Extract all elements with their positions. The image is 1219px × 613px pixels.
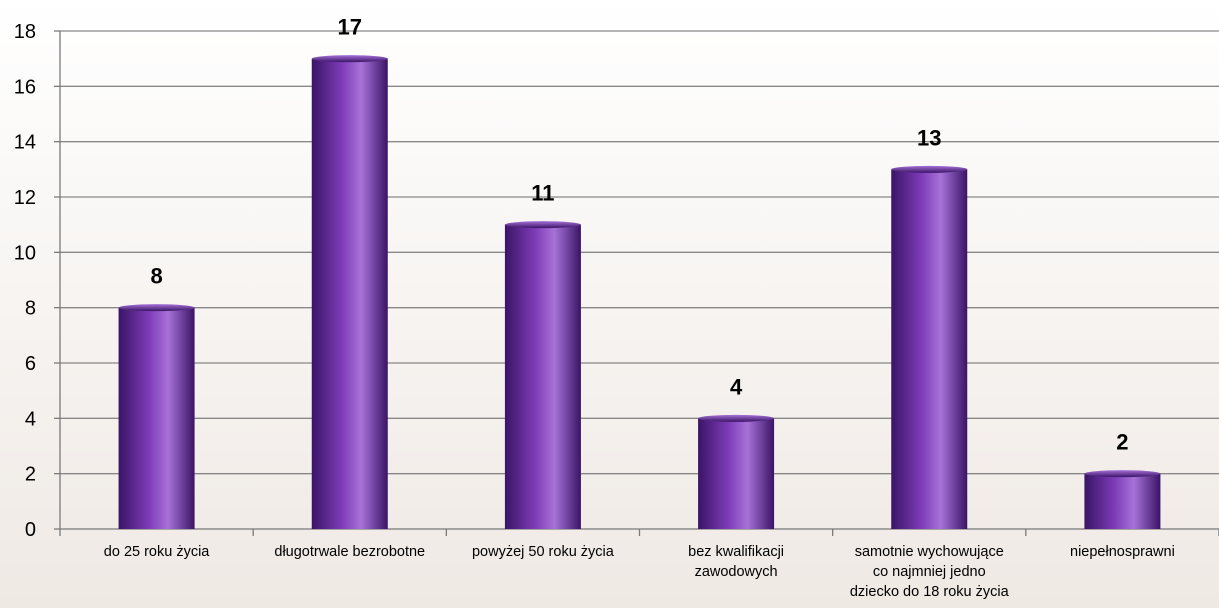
y-tick-label: 8 <box>25 298 36 320</box>
bars <box>118 55 1161 530</box>
y-tick-label: 2 <box>25 464 36 486</box>
y-tick-label: 4 <box>25 408 36 430</box>
y-tick-label: 16 <box>14 76 36 98</box>
y-tick-label: 18 <box>14 21 36 43</box>
data-label: 11 <box>531 181 554 206</box>
bar <box>698 418 775 529</box>
data-label: 13 <box>917 125 941 150</box>
y-tick-label: 14 <box>14 132 36 154</box>
bar <box>118 307 195 529</box>
bar <box>1084 473 1161 529</box>
bar <box>504 224 581 529</box>
data-label: 17 <box>338 15 362 40</box>
y-tick-labels: 0 2 4 6 8 10 12 14 16 18 <box>14 21 36 541</box>
bar-cap <box>118 304 195 312</box>
gridlines <box>60 30 1219 475</box>
x-tick-label: długotrwale bezrobotne <box>274 544 425 560</box>
bar-cap <box>311 55 388 63</box>
x-tick-label: niepełnosprawni <box>1070 544 1175 560</box>
y-tick-label: 6 <box>25 353 36 375</box>
x-tick-labels: do 25 roku życia długotrwale bezrobotne po… <box>104 544 1175 600</box>
axes <box>54 30 1219 536</box>
x-tick-label: do 25 roku życia <box>104 544 211 560</box>
data-label: 4 <box>730 374 743 399</box>
data-label: 8 <box>150 264 162 289</box>
bar <box>891 169 968 530</box>
y-tick-label: 0 <box>25 519 36 541</box>
x-tick-label: bez kwalifikacji zawodowych <box>688 544 784 580</box>
bar-cap <box>504 221 581 229</box>
data-labels: 8 17 11 4 13 2 <box>150 15 1128 455</box>
x-tick-label: powyżej 50 roku życia <box>472 544 615 560</box>
bar <box>311 58 388 530</box>
x-tick-label: samotnie wychowujące co najmniej jedno dzi… <box>850 544 1010 600</box>
bar-cap <box>698 414 775 422</box>
y-tick-label: 12 <box>14 187 36 209</box>
y-tick-label: 10 <box>14 242 36 264</box>
data-label: 2 <box>1116 430 1128 455</box>
bar-cap <box>1084 470 1161 478</box>
bar-cap <box>891 165 968 173</box>
